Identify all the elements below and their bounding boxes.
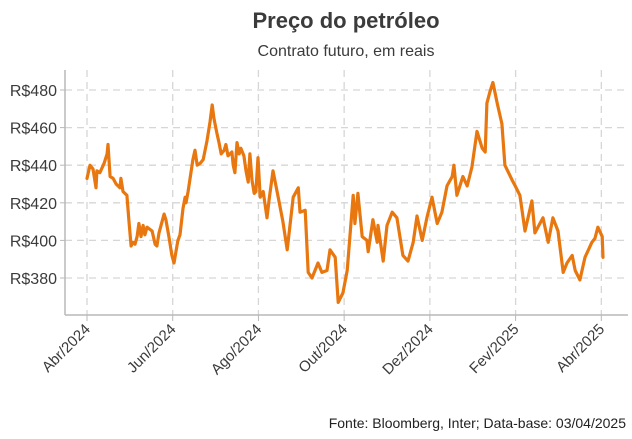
- chart-subtitle: Contrato futuro, em reais: [258, 43, 435, 60]
- series-line-petroleo: [85, 80, 605, 304]
- source-note: Fonte: Bloomberg, Inter; Data-base: 03/0…: [329, 415, 627, 431]
- y-tick-label: R$460: [10, 121, 57, 138]
- chart-title: Preço do petróleo: [252, 8, 439, 33]
- y-tick-label: R$380: [10, 271, 57, 288]
- y-tick-label: R$420: [10, 196, 57, 213]
- x-tick-label: Out/2024: [295, 321, 351, 377]
- x-tick-label: Jun/2024: [124, 321, 180, 377]
- x-tick-label: Ago/2024: [208, 321, 265, 378]
- x-tick-label: Dez/2024: [379, 321, 436, 378]
- y-tick-label: R$440: [10, 158, 57, 175]
- x-tick-label: Abr/2025: [553, 321, 608, 376]
- x-tick-labels: Abr/2024 Jun/2024 Ago/2024 Out/2024 Dez/2024…: [39, 315, 608, 378]
- grid: [65, 70, 628, 315]
- x-tick-label: Abr/2024: [39, 321, 94, 376]
- y-tick-label: R$400: [10, 233, 57, 250]
- y-tick-labels: R$380 R$400 R$420 R$440 R$460 R$480: [10, 83, 65, 288]
- y-tick-label: R$480: [10, 83, 57, 100]
- x-tick-label: Fev/2025: [466, 321, 522, 377]
